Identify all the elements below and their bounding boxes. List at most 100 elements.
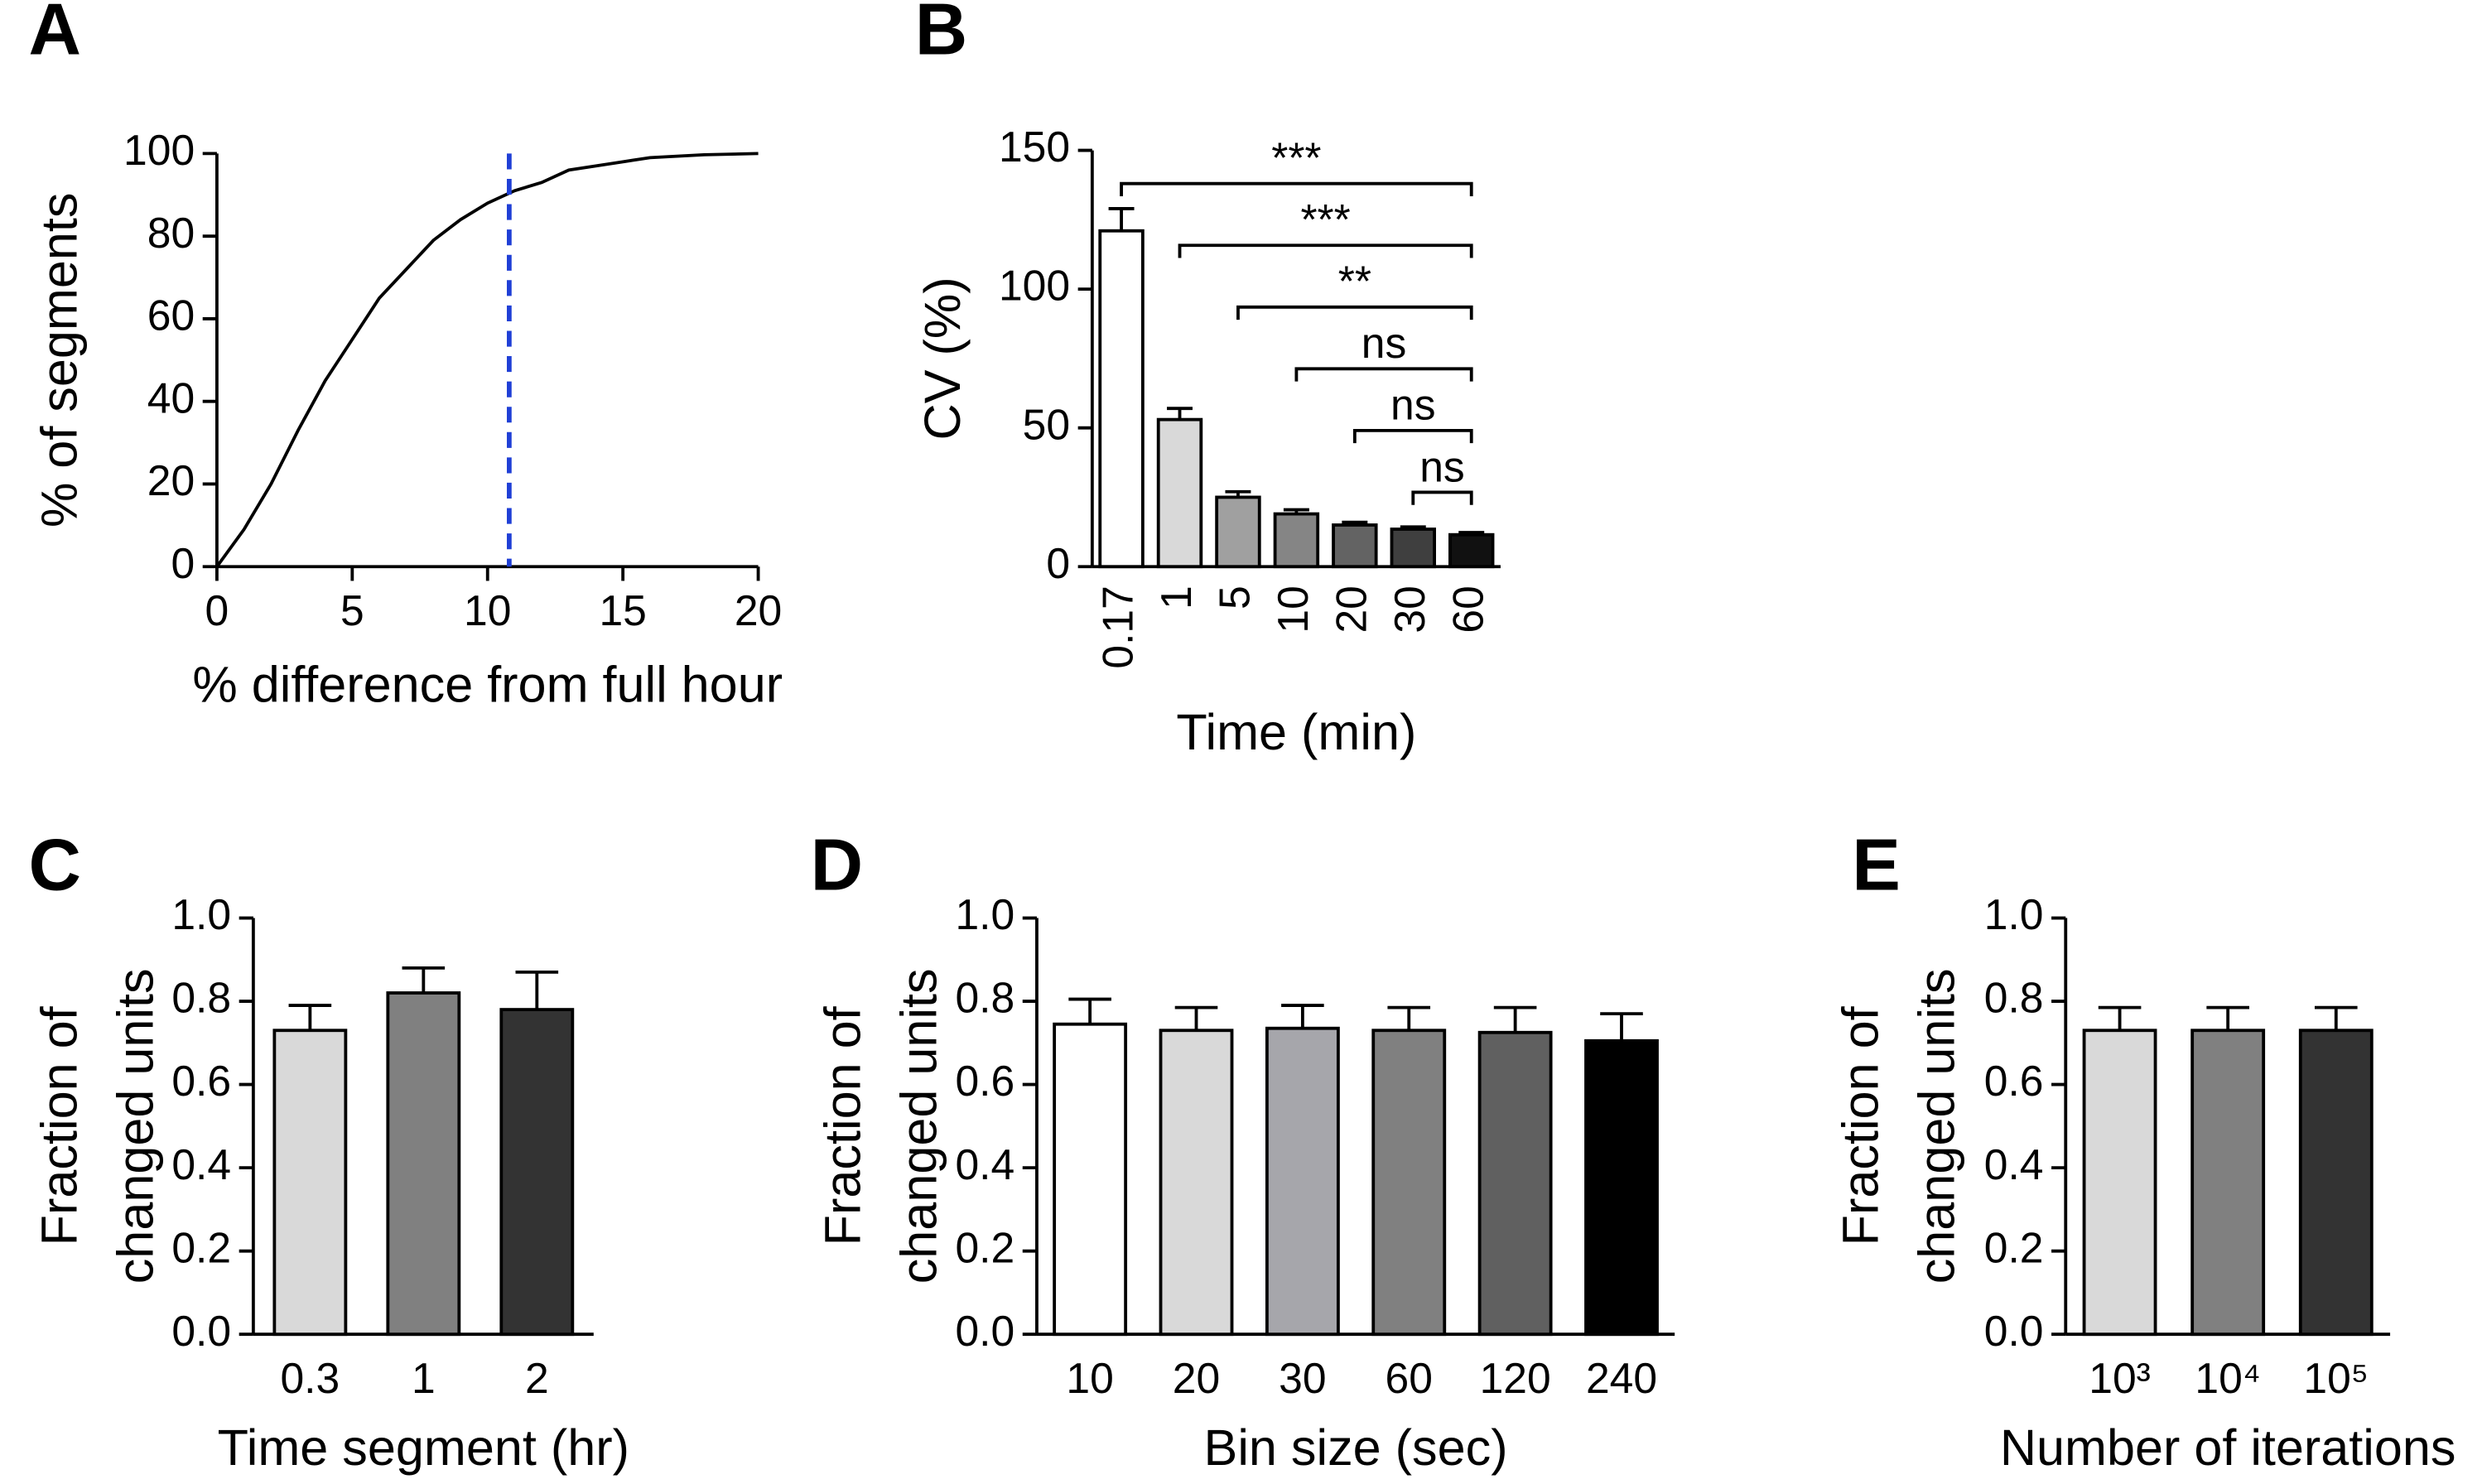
bar bbox=[1273, 512, 1320, 569]
significance-label: *** bbox=[1300, 195, 1350, 243]
y-tick-label: 0.6 bbox=[171, 1057, 231, 1105]
y-tick-label: 0 bbox=[1046, 539, 1070, 587]
panel-label: B bbox=[915, 0, 967, 70]
y-tick-label: 0.8 bbox=[171, 974, 231, 1022]
y-tick-label: 0.4 bbox=[955, 1140, 1014, 1188]
x-axis-label: Time segment (hr) bbox=[218, 1419, 629, 1476]
bar bbox=[2190, 1029, 2266, 1337]
bar bbox=[1265, 1026, 1340, 1337]
x-tick-label: 15 bbox=[599, 586, 646, 634]
y-axis-label: Fraction of bbox=[1833, 1005, 1889, 1246]
x-tick-label: 60 bbox=[1443, 585, 1492, 633]
bar bbox=[1477, 1030, 1553, 1337]
bar bbox=[386, 991, 461, 1337]
significance-bracket bbox=[1178, 243, 1473, 258]
y-tick-label: 100 bbox=[999, 262, 1070, 310]
x-tick-label: 0.17 bbox=[1094, 585, 1142, 668]
y-tick-label: 20 bbox=[147, 456, 195, 504]
bar bbox=[2082, 1029, 2157, 1337]
y-tick-label: 0.0 bbox=[955, 1307, 1014, 1355]
bar bbox=[1332, 523, 1378, 569]
x-axis-label: Time (min) bbox=[1176, 704, 1416, 760]
y-tick-label: 0.6 bbox=[955, 1057, 1014, 1105]
y-tick-label: 0.8 bbox=[955, 974, 1014, 1022]
significance-label: ns bbox=[1390, 381, 1436, 429]
x-tick-label: 0.3 bbox=[280, 1354, 340, 1402]
x-tick-label: 10³ bbox=[2089, 1354, 2151, 1402]
significance-label: ** bbox=[1338, 258, 1371, 306]
x-tick-label: 1 bbox=[1152, 585, 1200, 610]
significance-bracket bbox=[1120, 181, 1473, 196]
y-tick-label: 0.4 bbox=[1984, 1140, 2044, 1188]
y-tick-label: 1.0 bbox=[1984, 890, 2044, 938]
bar bbox=[499, 1008, 575, 1337]
x-axis-label: Number of iterations bbox=[2000, 1419, 2456, 1476]
bar bbox=[1098, 229, 1145, 569]
y-axis-label: Fraction of bbox=[31, 1005, 88, 1246]
bar bbox=[1156, 417, 1203, 569]
bar bbox=[1159, 1029, 1234, 1337]
x-axis-label: % difference from full hour bbox=[192, 657, 783, 713]
y-axis-label: % of segments bbox=[31, 193, 88, 528]
bar bbox=[1448, 532, 1495, 569]
x-tick-label: 240 bbox=[1586, 1354, 1657, 1402]
y-tick-label: 0.2 bbox=[955, 1223, 1014, 1271]
x-tick-label: 20 bbox=[1173, 1354, 1220, 1402]
y-axis-label: CV (%) bbox=[914, 277, 971, 440]
significance-bracket bbox=[1236, 305, 1473, 320]
x-tick-label: 2 bbox=[525, 1354, 549, 1402]
bar bbox=[1371, 1029, 1447, 1337]
panel-label: C bbox=[28, 823, 80, 905]
x-tick-label: 1 bbox=[412, 1354, 436, 1402]
y-tick-label: 0.4 bbox=[171, 1140, 231, 1188]
significance-bracket bbox=[1352, 428, 1473, 444]
x-tick-label: 0 bbox=[205, 586, 229, 634]
y-tick-label: 60 bbox=[147, 292, 195, 340]
x-tick-label: 20 bbox=[1327, 585, 1375, 633]
y-axis-label: changed units bbox=[890, 968, 947, 1284]
panel-label: D bbox=[811, 823, 863, 905]
significance-bracket bbox=[1411, 490, 1473, 505]
bar bbox=[2298, 1029, 2374, 1337]
y-tick-label: 1.0 bbox=[171, 890, 231, 938]
y-axis-label: changed units bbox=[107, 968, 163, 1284]
y-tick-label: 0.0 bbox=[171, 1307, 231, 1355]
x-tick-label: 20 bbox=[735, 586, 782, 634]
y-tick-label: 0.2 bbox=[171, 1223, 231, 1271]
bar bbox=[1215, 495, 1261, 569]
y-tick-label: 150 bbox=[999, 123, 1070, 171]
y-axis-label: changed units bbox=[1908, 968, 1964, 1284]
y-tick-label: 0.6 bbox=[1984, 1057, 2044, 1105]
significance-bracket bbox=[1294, 367, 1473, 382]
panel-label: A bbox=[28, 0, 80, 70]
x-tick-label: 5 bbox=[1211, 585, 1259, 610]
y-tick-label: 50 bbox=[1023, 400, 1070, 448]
x-tick-label: 10 bbox=[1066, 1354, 1113, 1402]
panel-label: E bbox=[1852, 823, 1901, 905]
significance-label: ns bbox=[1361, 319, 1407, 367]
x-axis-label: Bin size (sec) bbox=[1204, 1419, 1508, 1476]
bar bbox=[272, 1029, 348, 1337]
y-axis-label: Fraction of bbox=[815, 1005, 871, 1246]
x-tick-label: 10 bbox=[1269, 585, 1317, 633]
significance-label: *** bbox=[1271, 134, 1321, 182]
bar bbox=[1390, 528, 1436, 569]
x-tick-label: 120 bbox=[1480, 1354, 1551, 1402]
bar bbox=[1584, 1038, 1659, 1337]
x-tick-label: 10⁵ bbox=[2303, 1354, 2369, 1402]
significance-label: ns bbox=[1419, 442, 1465, 490]
y-tick-label: 0 bbox=[171, 539, 195, 587]
y-tick-label: 100 bbox=[123, 126, 195, 174]
x-tick-label: 60 bbox=[1386, 1354, 1433, 1402]
bar bbox=[1053, 1022, 1128, 1337]
x-tick-label: 10⁴ bbox=[2195, 1354, 2261, 1402]
y-tick-label: 0.0 bbox=[1984, 1307, 2044, 1355]
y-tick-label: 80 bbox=[147, 209, 195, 257]
y-tick-label: 0.2 bbox=[1984, 1223, 2044, 1271]
y-tick-label: 40 bbox=[147, 373, 195, 422]
x-tick-label: 30 bbox=[1386, 585, 1434, 633]
x-tick-label: 30 bbox=[1279, 1354, 1326, 1402]
y-tick-label: 0.8 bbox=[1984, 974, 2044, 1022]
